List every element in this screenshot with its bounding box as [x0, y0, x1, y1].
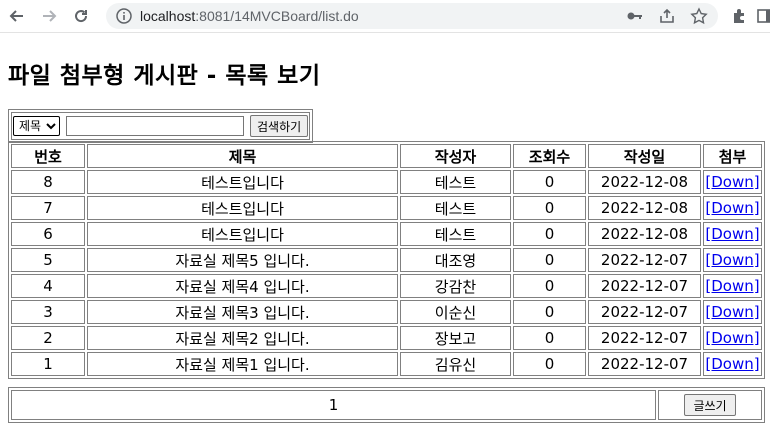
row-title[interactable]: 자료실 제목1 입니다.: [87, 352, 398, 376]
url-host: localhost: [140, 8, 196, 24]
forward-arrow-icon[interactable]: [38, 5, 60, 27]
row-title[interactable]: 자료실 제목5 입니다.: [87, 248, 398, 272]
row-num: 6: [11, 222, 85, 246]
row-num: 1: [11, 352, 85, 376]
row-date: 2022-12-08: [588, 196, 701, 220]
table-header-row: 번호 제목 작성자 조회수 작성일 첨부: [11, 144, 762, 168]
extensions-icon[interactable]: [730, 7, 748, 25]
browser-toolbar: localhost:8081/14MVCBoard/list.do: [0, 0, 770, 33]
row-author: 테스트: [400, 196, 511, 220]
row-views: 0: [513, 196, 586, 220]
row-date: 2022-12-07: [588, 326, 701, 350]
download-link[interactable]: [Down]: [705, 329, 760, 347]
row-author: 이순신: [400, 300, 511, 324]
table-row: 3 자료실 제목3 입니다. 이순신 0 2022-12-07 [Down]: [11, 300, 762, 324]
row-num: 2: [11, 326, 85, 350]
share-icon[interactable]: [658, 7, 676, 25]
row-attach-cell: [Down]: [703, 196, 762, 220]
row-views: 0: [513, 222, 586, 246]
star-icon[interactable]: [690, 7, 708, 25]
row-date: 2022-12-07: [588, 248, 701, 272]
write-button[interactable]: 글쓰기: [684, 394, 736, 416]
table-row: 4 자료실 제목4 입니다. 강감찬 0 2022-12-07 [Down]: [11, 274, 762, 298]
download-link[interactable]: [Down]: [705, 173, 760, 191]
row-author: 대조영: [400, 248, 511, 272]
row-num: 3: [11, 300, 85, 324]
back-arrow-icon[interactable]: [6, 5, 28, 27]
table-row: 5 자료실 제목5 입니다. 대조영 0 2022-12-07 [Down]: [11, 248, 762, 272]
row-num: 4: [11, 274, 85, 298]
download-link[interactable]: [Down]: [705, 251, 760, 269]
row-num: 7: [11, 196, 85, 220]
header-num: 번호: [11, 144, 85, 168]
page-number[interactable]: 1: [11, 390, 656, 420]
url-path: :8081/14MVCBoard/list.do: [195, 8, 359, 24]
search-input[interactable]: [66, 116, 244, 136]
row-attach-cell: [Down]: [703, 352, 762, 376]
table-row: 6 테스트입니다 테스트 0 2022-12-08 [Down]: [11, 222, 762, 246]
download-link[interactable]: [Down]: [705, 199, 760, 217]
row-attach-cell: [Down]: [703, 274, 762, 298]
download-link[interactable]: [Down]: [705, 277, 760, 295]
url-text: localhost:8081/14MVCBoard/list.do: [140, 8, 359, 24]
search-cell: 제목 검색하기: [11, 112, 311, 140]
row-author: 강감찬: [400, 274, 511, 298]
header-attach: 첨부: [703, 144, 762, 168]
row-views: 0: [513, 248, 586, 272]
row-title[interactable]: 테스트입니다: [87, 196, 398, 220]
address-bar[interactable]: localhost:8081/14MVCBoard/list.do: [106, 3, 718, 29]
search-button[interactable]: 검색하기: [250, 115, 309, 137]
row-num: 5: [11, 248, 85, 272]
table-row: 7 테스트입니다 테스트 0 2022-12-08 [Down]: [11, 196, 762, 220]
page-title: 파일 첨부형 게시판 - 목록 보기: [8, 63, 321, 89]
row-attach-cell: [Down]: [703, 326, 762, 350]
row-views: 0: [513, 326, 586, 350]
reload-icon[interactable]: [70, 5, 92, 27]
row-title[interactable]: 자료실 제목4 입니다.: [87, 274, 398, 298]
search-form: 제목 검색하기: [8, 109, 314, 143]
side-panel-icon[interactable]: [756, 7, 770, 25]
search-field-select[interactable]: 제목: [13, 116, 60, 136]
row-date: 2022-12-08: [588, 170, 701, 194]
row-attach-cell: [Down]: [703, 300, 762, 324]
row-title[interactable]: 테스트입니다: [87, 170, 398, 194]
board-list-table: 번호 제목 작성자 조회수 작성일 첨부 8 테스트입니다 테스트 0 2022…: [8, 141, 765, 379]
row-author: 김유신: [400, 352, 511, 376]
write-cell: 글쓰기: [658, 390, 762, 420]
table-row: 1 자료실 제목1 입니다. 김유신 0 2022-12-07 [Down]: [11, 352, 762, 376]
key-icon[interactable]: [626, 7, 644, 25]
row-author: 테스트: [400, 222, 511, 246]
row-views: 0: [513, 300, 586, 324]
row-date: 2022-12-07: [588, 274, 701, 298]
row-attach-cell: [Down]: [703, 222, 762, 246]
row-title[interactable]: 자료실 제목3 입니다.: [87, 300, 398, 324]
download-link[interactable]: [Down]: [705, 303, 760, 321]
header-author: 작성자: [400, 144, 511, 168]
table-row: 8 테스트입니다 테스트 0 2022-12-08 [Down]: [11, 170, 762, 194]
row-author: 테스트: [400, 170, 511, 194]
row-views: 0: [513, 352, 586, 376]
header-views: 조회수: [513, 144, 586, 168]
row-num: 8: [11, 170, 85, 194]
row-date: 2022-12-07: [588, 300, 701, 324]
row-title[interactable]: 테스트입니다: [87, 222, 398, 246]
row-views: 0: [513, 170, 586, 194]
table-row: 2 자료실 제목2 입니다. 장보고 0 2022-12-07 [Down]: [11, 326, 762, 350]
row-attach-cell: [Down]: [703, 170, 762, 194]
download-link[interactable]: [Down]: [705, 225, 760, 243]
header-date: 작성일: [588, 144, 701, 168]
pagination-footer: 1 글쓰기: [8, 387, 765, 423]
row-title[interactable]: 자료실 제목2 입니다.: [87, 326, 398, 350]
row-views: 0: [513, 274, 586, 298]
info-icon[interactable]: [116, 8, 132, 24]
row-date: 2022-12-07: [588, 352, 701, 376]
row-date: 2022-12-08: [588, 222, 701, 246]
row-attach-cell: [Down]: [703, 248, 762, 272]
header-title: 제목: [87, 144, 398, 168]
row-author: 장보고: [400, 326, 511, 350]
download-link[interactable]: [Down]: [705, 355, 760, 373]
